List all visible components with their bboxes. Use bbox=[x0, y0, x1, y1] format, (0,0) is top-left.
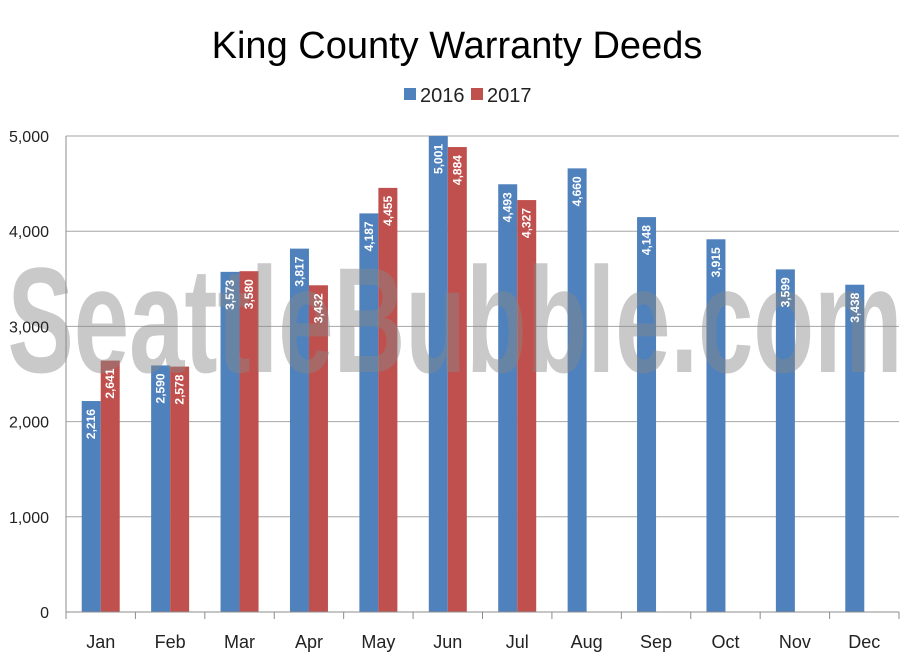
data-label: 2,641 bbox=[103, 368, 117, 398]
watermark: SeattleBubble.com bbox=[8, 236, 903, 404]
x-tick-label: Oct bbox=[711, 632, 739, 652]
data-label: 3,599 bbox=[778, 277, 792, 307]
y-tick-label: 2,000 bbox=[9, 415, 49, 432]
bar bbox=[845, 284, 865, 612]
bar bbox=[637, 217, 657, 612]
y-tick-label: 5,000 bbox=[9, 129, 49, 146]
bar bbox=[378, 187, 398, 612]
data-label: 3,573 bbox=[223, 280, 237, 310]
data-label: 3,580 bbox=[242, 279, 256, 309]
data-label: 3,438 bbox=[848, 292, 862, 322]
data-label: 4,660 bbox=[570, 176, 584, 206]
x-tick-label: May bbox=[361, 632, 395, 652]
data-label: 4,493 bbox=[501, 192, 515, 222]
data-label: 3,432 bbox=[311, 293, 325, 323]
bar bbox=[775, 269, 795, 612]
x-tick-label: Mar bbox=[224, 632, 255, 652]
gridlines bbox=[66, 135, 899, 518]
x-tick-label: Aug bbox=[571, 632, 603, 652]
data-label: 4,455 bbox=[381, 196, 395, 226]
y-tick-label: 0 bbox=[40, 605, 49, 622]
bar bbox=[151, 365, 171, 612]
data-label: 2,590 bbox=[154, 373, 168, 403]
axes: 0 1,000 2,000 3,000 4,000 5,000 Jan Feb Mar Apr Ma… bbox=[9, 129, 900, 652]
bar bbox=[706, 239, 726, 613]
bar bbox=[100, 360, 120, 612]
data-label: 3,915 bbox=[709, 247, 723, 277]
x-tick-label: Jan bbox=[86, 632, 115, 652]
bar bbox=[567, 168, 587, 613]
data-label: 3,817 bbox=[292, 256, 306, 286]
data-label: 4,884 bbox=[450, 155, 464, 185]
bar bbox=[170, 366, 190, 612]
legend-label: 2016 bbox=[420, 85, 465, 107]
x-tick-label: Feb bbox=[155, 632, 186, 652]
bar bbox=[239, 271, 259, 612]
data-label: 4,327 bbox=[520, 208, 534, 238]
x-tick-label: Apr bbox=[295, 632, 323, 652]
y-tick-label: 4,000 bbox=[9, 224, 49, 241]
x-tick-label: Jun bbox=[433, 632, 462, 652]
y-tick-label: 3,000 bbox=[9, 319, 49, 336]
bar bbox=[359, 213, 379, 613]
x-tick-label: Nov bbox=[779, 632, 811, 652]
bar bbox=[308, 285, 328, 612]
x-tick-label: Jul bbox=[506, 632, 529, 652]
data-label: 2,216 bbox=[84, 409, 98, 439]
bars bbox=[81, 135, 865, 613]
legend-swatch bbox=[471, 88, 483, 100]
legend-swatch bbox=[404, 88, 416, 100]
legend: 2016 2017 bbox=[404, 85, 532, 107]
data-label: 5,001 bbox=[431, 144, 445, 174]
bar bbox=[517, 200, 537, 613]
x-tick-label: Sep bbox=[640, 632, 672, 652]
bar bbox=[498, 184, 518, 612]
data-labels: 2,216 2,641 2,590 2,578 3,573 3,580 3,817 3,432… bbox=[84, 144, 862, 439]
legend-label: 2017 bbox=[487, 85, 532, 107]
data-label: 2,578 bbox=[173, 374, 187, 404]
bar bbox=[220, 271, 240, 612]
y-tick-label: 1,000 bbox=[9, 510, 49, 527]
bar bbox=[81, 401, 101, 612]
x-tick-label: Dec bbox=[848, 632, 880, 652]
bar bbox=[289, 248, 309, 613]
bar bbox=[428, 135, 448, 613]
bar bbox=[447, 147, 467, 612]
data-label: 4,187 bbox=[362, 221, 376, 251]
data-label: 4,148 bbox=[640, 225, 654, 255]
chart-title: King County Warranty Deeds bbox=[212, 25, 703, 67]
